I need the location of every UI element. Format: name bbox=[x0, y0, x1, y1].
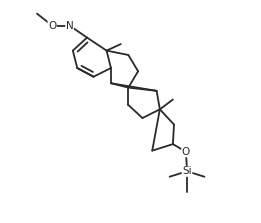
Text: O: O bbox=[48, 21, 56, 31]
Text: Si: Si bbox=[182, 166, 192, 176]
Text: O: O bbox=[182, 147, 190, 157]
Text: N: N bbox=[66, 21, 74, 31]
